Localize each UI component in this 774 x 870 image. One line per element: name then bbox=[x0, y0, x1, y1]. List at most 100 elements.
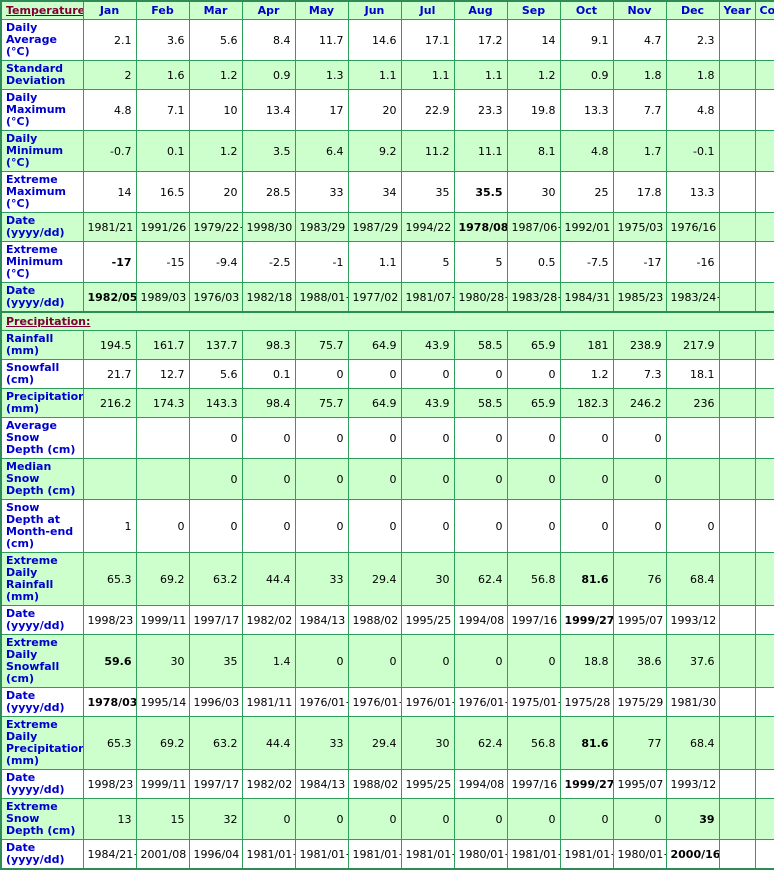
data-cell: 1997/16 bbox=[506, 605, 561, 635]
data-cell: 1.2 bbox=[188, 60, 243, 90]
data-cell: 20 bbox=[347, 89, 402, 131]
data-cell: 0 bbox=[347, 417, 402, 459]
data-cell: 161.7 bbox=[135, 330, 190, 360]
data-cell: 35 bbox=[400, 171, 455, 213]
data-cell: 1980/01+ bbox=[612, 839, 667, 870]
data-cell: 0 bbox=[506, 499, 561, 553]
data-cell: 182.3 bbox=[559, 388, 614, 418]
data-cell: 0 bbox=[241, 499, 296, 553]
data-cell-code bbox=[754, 687, 774, 717]
data-cell: 0 bbox=[453, 499, 508, 553]
data-cell: 1988/02 bbox=[347, 769, 402, 799]
data-cell: 1976/01+ bbox=[400, 687, 455, 717]
data-cell: 0 bbox=[400, 359, 455, 389]
data-cell: 30 bbox=[506, 171, 561, 213]
data-cell-code bbox=[754, 839, 774, 870]
table-row: Extreme Daily Precipitation (mm) 65.3 69.2… bbox=[0, 716, 774, 770]
data-cell: 7.7 bbox=[612, 89, 667, 131]
data-cell: 1.7 bbox=[612, 130, 667, 172]
data-cell: 1977/02 bbox=[347, 282, 402, 313]
data-cell: 1989/03 bbox=[135, 282, 190, 313]
data-cell: 0 bbox=[453, 634, 508, 688]
data-cell: 17 bbox=[294, 89, 349, 131]
data-cell: 1983/24+ bbox=[665, 282, 720, 313]
data-cell: 236 bbox=[665, 388, 720, 418]
data-cell: 0 bbox=[400, 458, 455, 500]
data-cell: 1984/13 bbox=[294, 605, 349, 635]
data-cell: 1997/16 bbox=[506, 769, 561, 799]
table-row: Date (yyyy/dd)1981/211991/261979/22+1998… bbox=[0, 212, 774, 242]
data-cell: 1976/03 bbox=[188, 282, 243, 313]
data-cell: 11.2 bbox=[400, 130, 455, 172]
data-cell: 1982/02 bbox=[241, 605, 296, 635]
data-cell: 16.5 bbox=[135, 171, 190, 213]
data-cell: 1998/30 bbox=[241, 212, 296, 242]
data-cell: 1980/28+ bbox=[453, 282, 508, 313]
table-row: Date (yyyy/dd) 1982/05 1989/03 1976/03 1982/… bbox=[0, 282, 774, 313]
data-cell bbox=[718, 769, 756, 799]
data-cell: 14 bbox=[506, 19, 561, 61]
data-cell: 98.4 bbox=[241, 388, 296, 418]
data-cell: 1984/13 bbox=[294, 769, 349, 799]
data-cell: 1.1 bbox=[347, 241, 402, 283]
row-label: Extreme Maximum (°C) bbox=[0, 171, 84, 213]
data-cell: 65.9 bbox=[506, 330, 561, 360]
data-cell: 0 bbox=[400, 417, 455, 459]
data-cell: 0 bbox=[135, 499, 190, 553]
data-cell: 0 bbox=[453, 417, 508, 459]
table-row: Extreme Snow Depth (cm) 13 15 32 0 0 0 0 0 0 0 0 39 bbox=[0, 798, 774, 840]
data-cell: 1.1 bbox=[347, 60, 402, 90]
data-cell: 1998/23 bbox=[82, 605, 137, 635]
column-header-jan: Jan bbox=[82, 0, 137, 20]
data-cell: 64.9 bbox=[347, 330, 402, 360]
data-cell: 1999/27 bbox=[559, 769, 614, 799]
data-cell: 35.5 bbox=[453, 171, 508, 213]
data-cell-code bbox=[754, 282, 774, 313]
data-cell: 1991/26 bbox=[135, 212, 190, 242]
data-cell: 62.4 bbox=[453, 552, 508, 606]
data-cell: 59.6 bbox=[82, 634, 137, 688]
data-cell: 1997/17 bbox=[188, 605, 243, 635]
row-label: Date (yyyy/dd) bbox=[0, 282, 84, 313]
data-cell: 65.3 bbox=[82, 716, 137, 770]
data-cell: -0.7 bbox=[82, 130, 137, 172]
data-cell: 18.8 bbox=[559, 634, 614, 688]
data-cell: 238.9 bbox=[612, 330, 667, 360]
column-header-nov: Nov bbox=[612, 0, 667, 20]
data-cell bbox=[718, 798, 756, 840]
data-cell: 1995/25 bbox=[400, 769, 455, 799]
data-cell: 1.2 bbox=[188, 130, 243, 172]
data-cell: -17 bbox=[82, 241, 137, 283]
column-header-jul: Jul bbox=[400, 0, 455, 20]
row-label: Average Snow Depth (cm) bbox=[0, 417, 84, 459]
data-cell: 2.3 bbox=[665, 19, 720, 61]
data-cell: 68.4 bbox=[665, 552, 720, 606]
data-cell: 19.8 bbox=[506, 89, 561, 131]
column-header-mar: Mar bbox=[188, 0, 243, 20]
data-cell: -9.4 bbox=[188, 241, 243, 283]
table-row: Daily Maximum (°C) 4.8 7.1 10 13.4 17 20 22.9 23… bbox=[0, 89, 774, 131]
data-cell bbox=[718, 499, 756, 553]
data-cell: 20 bbox=[188, 171, 243, 213]
data-cell: 5.6 bbox=[188, 19, 243, 61]
data-cell: 76 bbox=[612, 552, 667, 606]
table-row: Snow Depth at Month-end (cm) 1 0 0 0 0 0 0 0 0 0 0 0… bbox=[0, 499, 774, 553]
table-row: Date (yyyy/dd)1984/21+2001/081996/041981… bbox=[0, 839, 774, 870]
data-cell-code: C bbox=[754, 458, 774, 500]
data-cell: 1982/05 bbox=[82, 282, 137, 313]
row-label: Snowfall (cm) bbox=[0, 359, 84, 389]
section-title-temperature: Temperature: bbox=[0, 0, 84, 20]
data-cell: 1.1 bbox=[453, 60, 508, 90]
data-cell bbox=[82, 458, 137, 500]
data-cell: 7.3 bbox=[612, 359, 667, 389]
data-cell bbox=[718, 605, 756, 635]
data-cell bbox=[718, 359, 756, 389]
data-cell-code bbox=[754, 212, 774, 242]
data-cell: 1984/21+ bbox=[82, 839, 137, 870]
data-cell: 6.4 bbox=[294, 130, 349, 172]
data-cell: 14.6 bbox=[347, 19, 402, 61]
data-cell: 1995/07 bbox=[612, 769, 667, 799]
table-row: Date (yyyy/dd) 1998/23 1999/11 1997/17 1982/… bbox=[0, 769, 774, 799]
column-header-may: May bbox=[294, 0, 349, 20]
data-cell: 8.1 bbox=[506, 130, 561, 172]
